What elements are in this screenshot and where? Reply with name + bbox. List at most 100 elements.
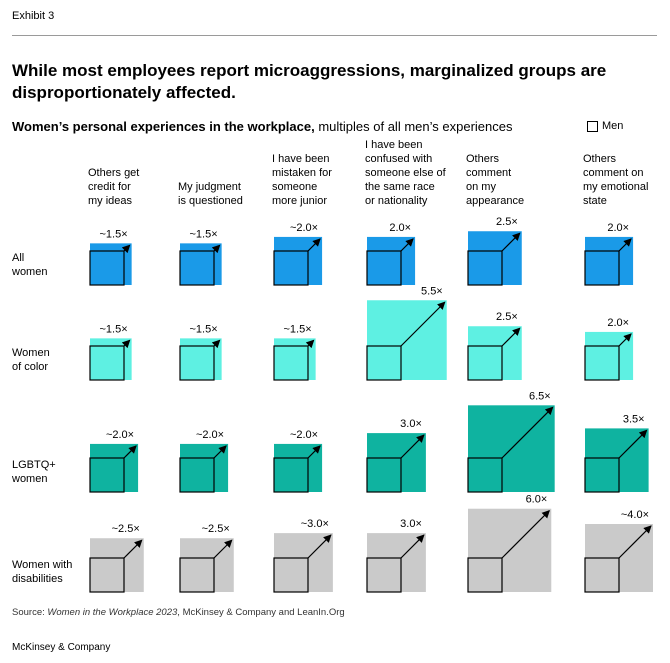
- value-label: ~1.5×: [284, 323, 312, 335]
- legend-men-label: Men: [602, 120, 624, 132]
- column-header: confused with: [365, 153, 432, 165]
- value-label: ~3.0×: [301, 518, 329, 530]
- growth-arrow: [618, 333, 632, 347]
- growth-arrow: [305, 339, 315, 349]
- column-header: my emotional: [583, 181, 648, 193]
- divider: [12, 35, 657, 36]
- value-label: ~2.0×: [290, 429, 318, 441]
- men-baseline-square: [366, 345, 402, 381]
- column-header: is questioned: [178, 195, 243, 207]
- men-baseline-square: [273, 250, 309, 286]
- exhibit-label: Exhibit 3: [12, 10, 55, 22]
- row-label: All: [12, 252, 24, 264]
- row-label: Women with: [12, 559, 72, 571]
- column-header: or nationality: [365, 195, 428, 207]
- growth-arrow: [307, 534, 332, 559]
- growth-arrow: [121, 339, 131, 349]
- row-label: of color: [12, 361, 48, 373]
- value-label: 5.5×: [421, 285, 443, 297]
- men-baseline-square: [467, 250, 503, 286]
- subtitle-bold: Women’s personal experiences in the work…: [12, 119, 315, 134]
- column-header: the same race: [365, 181, 435, 193]
- men-baseline-square: [467, 457, 503, 493]
- legend-men-swatch: [587, 120, 598, 132]
- value-label: 3.0×: [400, 518, 422, 530]
- value-label: ~2.5×: [202, 523, 230, 535]
- brand-footer: McKinsey & Company: [12, 642, 111, 653]
- value-label: ~1.5×: [100, 228, 128, 240]
- column-header: someone else of: [365, 167, 447, 179]
- column-header: more junior: [272, 195, 327, 207]
- value-label: 2.5×: [496, 311, 518, 323]
- men-baseline-square: [467, 557, 503, 593]
- men-baseline-square: [366, 250, 402, 286]
- men-baseline-square: [467, 345, 503, 381]
- column-header: I have been: [365, 139, 423, 151]
- row-label: women: [11, 473, 47, 485]
- legend: Men: [587, 120, 623, 132]
- chart-title: While most employees report microaggress…: [12, 61, 607, 102]
- men-baseline-square: [584, 345, 620, 381]
- men-baseline-square: [89, 345, 125, 381]
- column-header: Others get: [88, 167, 139, 179]
- column-header: My judgment: [178, 181, 241, 193]
- men-baseline-square: [584, 457, 620, 493]
- column-header: mistaken for: [272, 167, 332, 179]
- chart-subtitle: Women’s personal experiences in the work…: [12, 119, 512, 134]
- column-header: Others: [583, 153, 617, 165]
- men-baseline-square: [584, 557, 620, 593]
- growth-arrow: [400, 301, 446, 347]
- source-rest: , McKinsey & Company and LeanIn.Org: [177, 607, 345, 618]
- men-baseline-square: [273, 457, 309, 493]
- growth-arrow: [121, 244, 131, 254]
- value-label: ~2.5×: [112, 523, 140, 535]
- column-header: credit for: [88, 181, 131, 193]
- growth-arrow: [123, 539, 143, 559]
- column-header: I have been: [272, 153, 330, 165]
- growth-arrow: [123, 445, 137, 459]
- source-report-title: Women in the Workplace 2023: [47, 607, 178, 618]
- men-baseline-square: [366, 457, 402, 493]
- growth-arrow: [501, 232, 521, 252]
- value-label: 3.0×: [400, 418, 422, 430]
- column-header: someone: [272, 181, 317, 193]
- value-label: ~1.5×: [190, 323, 218, 335]
- column-header: Others: [466, 153, 500, 165]
- growth-arrow: [211, 244, 221, 254]
- value-label: ~2.0×: [196, 429, 224, 441]
- value-label: ~1.5×: [100, 323, 128, 335]
- value-label: ~1.5×: [190, 228, 218, 240]
- men-baseline-square: [273, 345, 309, 381]
- column-header: appearance: [466, 195, 524, 207]
- growth-arrow: [501, 327, 521, 347]
- value-label: 2.0×: [607, 317, 629, 329]
- value-label: 6.0×: [526, 494, 548, 506]
- growth-arrow: [618, 525, 652, 559]
- value-label: 2.0×: [389, 222, 411, 234]
- men-baseline-square: [179, 557, 215, 593]
- growth-arrow: [307, 238, 321, 252]
- men-baseline-square: [179, 457, 215, 493]
- row-label: Women: [12, 347, 50, 359]
- men-baseline-square: [273, 557, 309, 593]
- growth-arrow: [307, 445, 321, 459]
- value-label: ~2.0×: [106, 429, 134, 441]
- growth-arrow: [501, 406, 554, 459]
- column-header: state: [583, 195, 607, 207]
- column-header: my ideas: [88, 195, 133, 207]
- growth-arrow: [213, 539, 233, 559]
- men-baseline-square: [584, 250, 620, 286]
- men-baseline-square: [89, 557, 125, 593]
- growth-arrow: [400, 534, 425, 559]
- row-label: disabilities: [12, 573, 63, 585]
- row-label: women: [11, 266, 47, 278]
- value-label: 3.5×: [623, 413, 645, 425]
- men-baseline-square: [89, 250, 125, 286]
- value-label: ~2.0×: [290, 222, 318, 234]
- men-baseline-square: [366, 557, 402, 593]
- value-label: 2.0×: [607, 222, 629, 234]
- growth-arrow: [618, 238, 632, 252]
- men-baseline-square: [179, 250, 215, 286]
- men-baseline-square: [89, 457, 125, 493]
